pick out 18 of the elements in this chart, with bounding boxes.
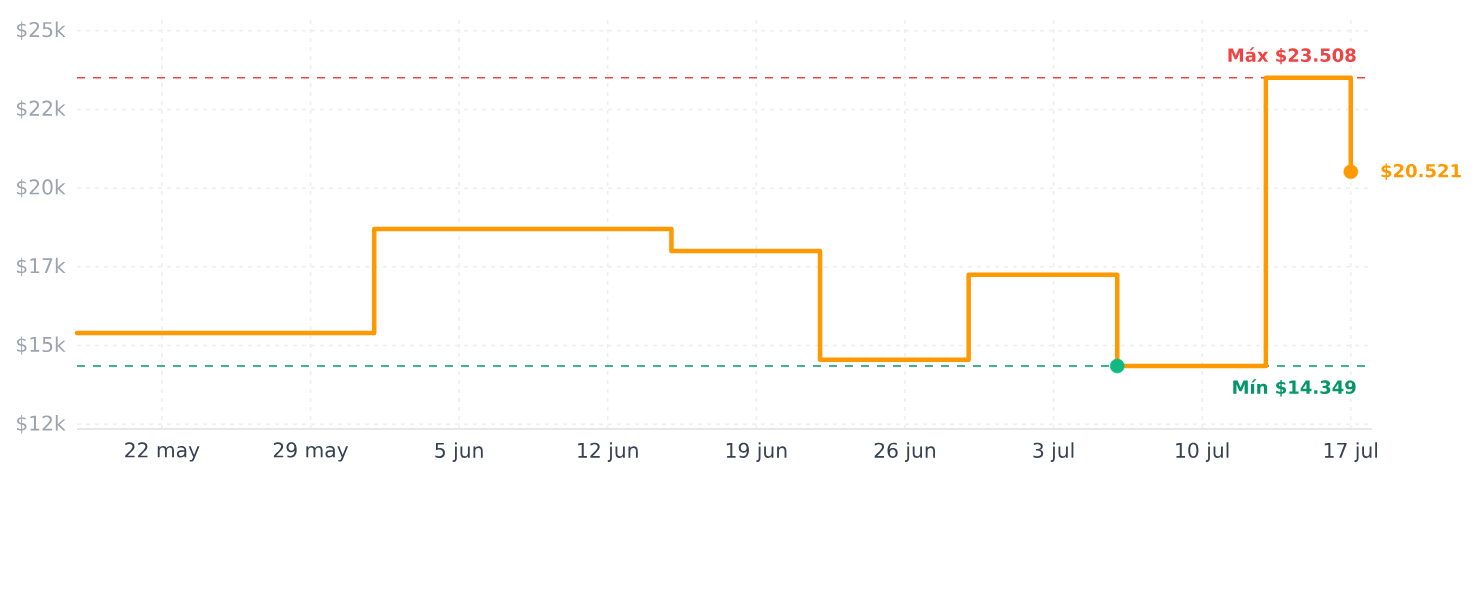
x-tick-label: 19 jun bbox=[726, 442, 787, 462]
annotation: $20.521 bbox=[1381, 163, 1461, 180]
x-tick-label: 12 jun bbox=[578, 442, 638, 462]
y-tick-label: $15k bbox=[16, 336, 66, 355]
y-tick-label: $22k bbox=[16, 100, 66, 119]
ref-line-label: Máx $23.508 bbox=[1228, 47, 1356, 65]
ref-line-label: Mín $14.349 bbox=[1233, 379, 1356, 397]
x-tick-label: 17 jul bbox=[1324, 442, 1378, 462]
y-tick-label: $20k bbox=[16, 178, 66, 198]
x-tick-label: 3 jul bbox=[1033, 442, 1074, 462]
x-tick-label: 26 jun bbox=[874, 442, 935, 462]
x-tick-label: 5 jun bbox=[435, 442, 483, 462]
x-tick-label: 10 jul bbox=[1176, 442, 1229, 462]
x-tick-label: 29 may bbox=[273, 442, 349, 462]
y-tick-label: $12k bbox=[16, 415, 66, 434]
y-tick-label: $17k bbox=[16, 257, 66, 277]
y-tick-label: $25k bbox=[16, 21, 66, 40]
x-tick-label: 22 may bbox=[125, 442, 200, 462]
